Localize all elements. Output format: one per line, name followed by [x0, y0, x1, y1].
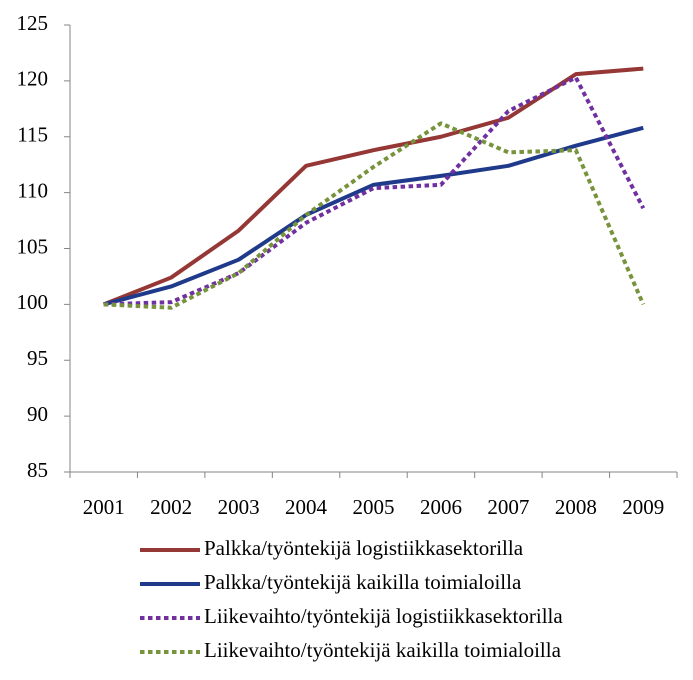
legend-label: Liikevaihto/työntekijä kaikilla toimialo…	[204, 638, 562, 662]
legend-label: Palkka/työntekijä logistiikkasektorilla	[204, 536, 524, 560]
x-tick-label: 2004	[285, 495, 328, 519]
x-tick-label: 2009	[622, 495, 664, 519]
x-tick-label: 2007	[487, 495, 529, 519]
x-tick-label: 2001	[83, 495, 125, 519]
x-tick-label: 2003	[218, 495, 260, 519]
x-tick-label: 2008	[555, 495, 597, 519]
y-tick-label: 115	[17, 123, 48, 147]
y-tick-label: 110	[17, 178, 48, 202]
x-tick-label: 2005	[353, 495, 395, 519]
series-line	[103, 121, 646, 310]
series-line	[103, 75, 646, 307]
series-line	[102, 66, 644, 307]
series-line	[103, 125, 644, 307]
y-tick-label: 95	[27, 346, 48, 370]
y-tick-label: 125	[17, 11, 49, 35]
y-tick-label: 120	[17, 67, 49, 91]
y-tick-label: 90	[27, 402, 48, 426]
y-tick-label: 85	[27, 458, 48, 482]
legend-label: Palkka/työntekijä kaikilla toimialoilla	[204, 570, 522, 594]
y-tick-label: 105	[17, 234, 49, 258]
legend-label: Liikevaihto/työntekijä logistiikkasektor…	[204, 604, 563, 628]
y-tick-label: 100	[17, 290, 49, 314]
x-tick-label: 2002	[150, 495, 192, 519]
x-tick-label: 2006	[420, 495, 462, 519]
